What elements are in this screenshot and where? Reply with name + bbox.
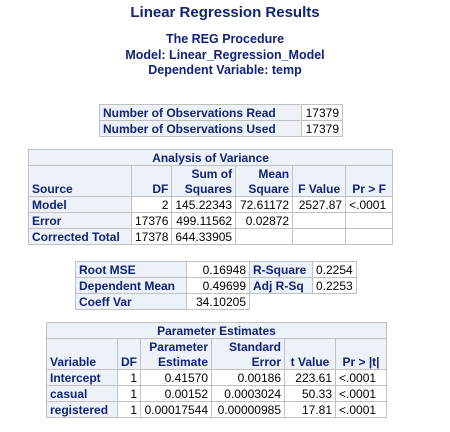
table-header-row: Squares Square [29,181,393,197]
fit-label: Coeff Var [75,293,187,310]
anova-ss: 145.22343 [171,196,237,213]
fit-value: 0.2254 [312,261,357,278]
anova-f [292,212,347,229]
col-estimate-bottom: Estimate [140,354,212,370]
table-header-row: Source DF Sum of Mean F Value Pr > F [28,165,394,197]
param-p-value: <.0001 [335,401,387,418]
table-row: Number of Observations Used 17379 [99,120,343,137]
table-row: Model 2 145.22343 72.61172 2527.87 <.000… [28,196,394,213]
anova-df: 17378 [130,228,173,245]
col-ss-bottom: Squares [171,181,237,197]
obs-used-value: 17379 [301,120,343,137]
table-row: Corrected Total 17378 644.33905 [28,228,394,245]
table-row: registered 1 0.00017544 0.00000985 17.81… [46,401,387,418]
obs-read-label: Number of Observations Read [99,104,302,121]
anova-ss: 499.11562 [171,212,237,229]
procedure-label: The REG Procedure [165,32,285,46]
param-t-value: 17.81 [284,401,336,418]
col-variable: Variable [46,338,118,370]
param-t-value: 50.33 [284,385,336,402]
anova-p: <.0001 [345,196,394,213]
anova-source: Model [28,196,132,213]
report-subtitle-block: The REG Procedure Model: Linear_Regressi… [0,32,450,79]
col-se-bottom: Error [211,354,285,370]
table-row: Root MSE 0.16948 R-Square 0.2254 [75,261,357,278]
anova-df: 17376 [130,212,173,229]
param-t-value: 223.61 [284,369,336,386]
table-row: Dependent Mean 0.49699 Adj R-Sq 0.2253 [75,277,357,294]
obs-read-value: 17379 [301,104,343,121]
anova-ms: 72.61172 [235,196,294,213]
anova-caption: Analysis of Variance [27,149,394,166]
param-estimate: 0.41570 [140,369,212,386]
fit-value: 0.49699 [186,277,250,294]
col-se-top: Standard [211,338,285,354]
report-title: Linear Regression Results [130,4,320,21]
anova-ms [235,228,294,245]
param-p-value: <.0001 [335,385,387,402]
table-row: Parameter Estimates [46,322,387,339]
param-p-value: <.0001 [335,369,387,386]
param-df: 1 [117,385,141,402]
col-t: t Value [284,338,336,370]
anova-p [345,212,394,229]
col-p: Pr > |t| [335,338,387,370]
anova-f [292,228,347,245]
fit-label: R-Square [249,261,313,278]
table-row: Analysis of Variance [27,149,394,166]
fit-value: 0.16948 [186,261,250,278]
col-df: DF [130,165,173,197]
col-ms-bottom: Square [235,181,294,197]
obs-used-label: Number of Observations Used [99,120,302,137]
fit-empty-cell [312,293,357,310]
anova-source: Error [28,212,132,229]
col-ms-top: Mean [235,165,294,181]
fit-label: Adj R-Sq [249,277,313,294]
param-variable: Intercept [46,369,118,386]
anova-df: 2 [130,196,173,213]
col-df: DF [117,338,141,370]
anova-p [345,228,394,245]
table-row: Intercept 1 0.41570 0.00186 223.61 <.000… [46,369,387,386]
table-row: Coeff Var 34.10205 [75,293,357,310]
fit-statistics-table: Root MSE 0.16948 R-Square 0.2254 Depende… [75,261,357,310]
table-header-row: Variable DF Parameter Standard t Value P… [46,338,387,370]
anova-source: Corrected Total [28,228,132,245]
fit-empty-cell [249,293,313,310]
table-row: Number of Observations Read 17379 [99,104,343,121]
param-df: 1 [117,401,141,418]
param-std-error: 0.00186 [211,369,285,386]
anova-ss: 644.33905 [171,228,237,245]
col-ss-top: Sum of [171,165,237,181]
param-estimate: 0.00152 [140,385,212,402]
anova-table: Analysis of Variance Source DF Sum of Me… [27,149,394,245]
table-row: Error 17376 499.11562 0.02872 [28,212,394,229]
dependent-variable-label: Dependent Variable: temp [148,63,302,77]
anova-f: 2527.87 [292,196,347,213]
params-caption: Parameter Estimates [46,322,387,339]
fit-value: 34.10205 [186,293,250,310]
fit-label: Dependent Mean [75,277,187,294]
param-df: 1 [117,369,141,386]
param-std-error: 0.00000985 [211,401,285,418]
parameter-estimates-table: Parameter Estimates Variable DF Paramete… [46,322,387,418]
col-f: F Value [292,165,347,197]
fit-label: Root MSE [75,261,187,278]
fit-value: 0.2253 [312,277,357,294]
table-header-row: Estimate Error [47,354,387,370]
model-label: Model: Linear_Regression_Model [125,47,325,62]
param-variable: registered [46,401,118,418]
param-std-error: 0.0003024 [211,385,285,402]
col-p: Pr > F [345,165,394,197]
param-variable: casual [46,385,118,402]
anova-ms: 0.02872 [235,212,294,229]
col-estimate-top: Parameter [140,338,212,354]
table-row: casual 1 0.00152 0.0003024 50.33 <.0001 [46,385,387,402]
col-source: Source [28,165,132,197]
observations-table: Number of Observations Read 17379 Number… [99,104,343,137]
param-estimate: 0.00017544 [140,401,212,418]
